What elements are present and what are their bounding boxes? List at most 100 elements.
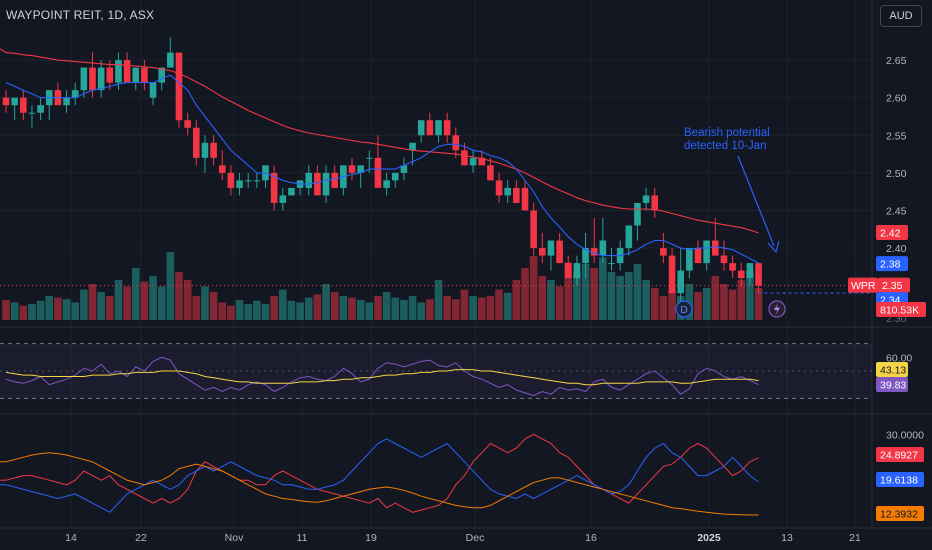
candle-body (478, 157, 486, 166)
volume-bar (452, 299, 460, 320)
rsi-pane (0, 343, 872, 399)
volume-bar (711, 276, 720, 320)
volume-bar (36, 300, 45, 320)
candle-body (28, 112, 36, 114)
volume-bar (477, 297, 486, 320)
badge-fast-ma: 2.38 (880, 259, 901, 271)
badge-last-price: 2.35 (882, 280, 903, 292)
candle-body (409, 142, 416, 151)
volume-bar (486, 296, 495, 320)
candle-body (504, 187, 511, 196)
candle-body (703, 240, 710, 264)
volume-bar (149, 276, 157, 320)
volume-bar (244, 304, 252, 320)
volume-bar (166, 252, 175, 320)
fast-ma-line (5, 74, 759, 264)
volume-bar (19, 305, 28, 320)
candle-body (737, 270, 745, 279)
volume-bar (512, 280, 521, 320)
candle-body (746, 263, 754, 279)
volume-bar (270, 296, 278, 320)
candle-body (314, 172, 321, 196)
candle-body (435, 120, 442, 136)
candle-body (244, 180, 252, 182)
volume-bar (339, 296, 348, 320)
volume-bar (538, 276, 547, 320)
price-tick-label: 2.50 (886, 168, 907, 180)
badge-dmi-plus: 19.6138 (880, 475, 918, 487)
badge-rsi-ma: 43.13 (880, 365, 906, 377)
candle-body (530, 210, 537, 249)
badge-slow-ma-bg (876, 225, 908, 241)
candle-body (668, 255, 676, 294)
candle-body (270, 172, 278, 203)
candle-body (582, 248, 589, 264)
volume-bars (2, 252, 763, 320)
candle-body (599, 240, 607, 256)
volume-bar (2, 300, 10, 320)
volume-bar (227, 305, 235, 320)
annotation-line-1: Bearish potential (684, 127, 770, 139)
volume-bar (97, 292, 105, 320)
dividend-icon (675, 300, 693, 318)
annotation-arrow (737, 155, 775, 247)
volume-bar (443, 296, 451, 320)
volume-bar (754, 288, 763, 320)
volume-bar (529, 256, 538, 320)
candle-body (149, 82, 157, 98)
candle-body (201, 142, 209, 158)
volume-bar (547, 280, 555, 320)
candle-body (175, 52, 183, 121)
volume-bar (555, 286, 564, 320)
candle-body (322, 172, 330, 196)
candle-body (712, 240, 719, 256)
badge-fast-ma-bg (876, 256, 908, 272)
candle-body (521, 187, 529, 211)
volume-bar (123, 286, 131, 320)
date-tick-label: 19 (365, 532, 377, 544)
candle-body (167, 52, 174, 68)
volume-bar (106, 296, 114, 320)
candle-body (426, 120, 434, 136)
candle-body (193, 127, 200, 158)
candle-body (37, 105, 44, 113)
currency-button[interactable]: AUD (880, 5, 922, 27)
date-tick-label: 16 (585, 532, 597, 544)
candle-body (71, 90, 79, 98)
volume-bar (45, 296, 54, 320)
volume-bar (495, 289, 503, 320)
volume-bar (157, 286, 166, 320)
badge-adx: 12.3932 (880, 509, 918, 521)
volume-bar (616, 276, 624, 320)
volume-bar (296, 302, 304, 320)
volume-bar (573, 270, 581, 320)
candle-body (573, 263, 581, 279)
badge-rsi-ma-bg (876, 362, 908, 377)
volume-bar (71, 302, 79, 320)
candle-body (634, 202, 641, 226)
badge-rsi-bg (876, 377, 908, 392)
candle-body (132, 67, 140, 83)
dmi-plus-line (5, 438, 759, 513)
volume-bar (382, 292, 391, 320)
volume-bar (201, 286, 209, 320)
annotation-line-2: detected 10-Jan (684, 140, 767, 152)
volume-bar (650, 288, 659, 320)
volume-bar (426, 299, 434, 320)
dividend-icon-letter: D (680, 304, 688, 316)
volume-bar (54, 297, 62, 320)
candle-body (686, 248, 693, 271)
badge-volume: 810.53K (880, 305, 919, 317)
dmi-tick-label: 30.0000 (886, 429, 924, 441)
candle-body (288, 187, 295, 196)
candle-body (80, 67, 88, 91)
candle-body (400, 165, 408, 173)
date-tick-label: Dec (466, 532, 485, 544)
volume-bar (633, 264, 642, 320)
volume-bar (183, 280, 192, 320)
rsi-tick-label: 60.00 (886, 352, 912, 364)
axis-labels: 2.652.602.552.502.452.402.3060.0030.0000… (65, 55, 924, 544)
volume-bar (287, 300, 296, 320)
